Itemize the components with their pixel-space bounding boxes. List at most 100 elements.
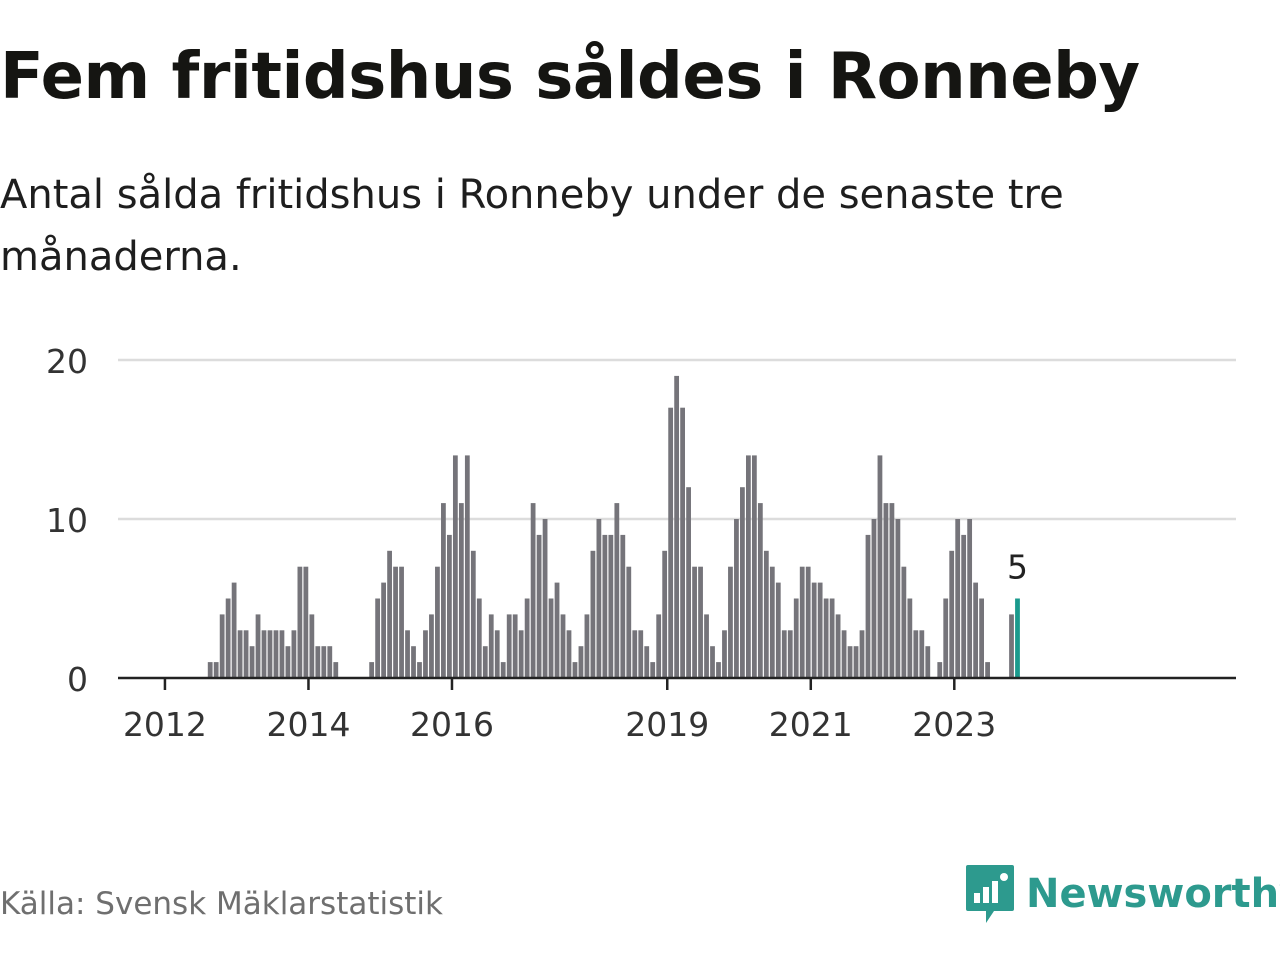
bar <box>225 598 231 678</box>
bar <box>219 614 225 678</box>
bar <box>823 598 829 678</box>
bar <box>261 630 267 678</box>
axes: 0 10 20 5 2012 2014 2016 2019 2021 2023 <box>46 342 1236 744</box>
bar <box>381 582 386 678</box>
bar <box>249 646 255 678</box>
bar <box>835 614 841 678</box>
bar <box>889 503 895 678</box>
bar <box>441 503 446 678</box>
bar <box>811 582 817 678</box>
bar <box>901 566 907 678</box>
bar <box>656 614 662 678</box>
bar <box>333 662 339 678</box>
bar <box>231 582 237 678</box>
chart-title: Fem fritidshus såldes i Ronneby <box>0 40 1140 114</box>
bar <box>494 630 500 678</box>
bar <box>458 503 464 678</box>
bar <box>722 630 727 678</box>
bar <box>578 646 584 678</box>
bar <box>746 455 751 678</box>
bar <box>817 582 823 678</box>
bar <box>937 662 943 678</box>
bars <box>207 375 1020 678</box>
bar <box>620 534 626 678</box>
bar <box>985 662 990 678</box>
bar <box>524 598 530 678</box>
bar <box>632 630 638 678</box>
bar <box>452 455 458 678</box>
bar <box>321 646 327 678</box>
bar-chart: 0 10 20 5 2012 2014 2016 2019 2021 2023 <box>46 342 1236 744</box>
source-note: Källa: Svensk Mäklarstatistik <box>0 886 443 922</box>
bar <box>769 566 775 678</box>
bar <box>309 614 315 678</box>
bar <box>847 646 853 678</box>
bar <box>447 534 452 678</box>
bar <box>913 630 919 678</box>
bar <box>698 566 703 678</box>
bar <box>387 550 392 678</box>
bar <box>548 598 554 678</box>
bar <box>680 407 685 678</box>
bar <box>895 519 901 678</box>
chart-subtitle: Antal sålda fritidshus i Ronneby under d… <box>0 172 1064 280</box>
bar <box>393 566 398 678</box>
bar <box>740 487 745 678</box>
bar <box>602 534 608 678</box>
bar <box>734 519 739 678</box>
bar <box>686 487 691 678</box>
bar <box>572 662 578 678</box>
bar <box>273 630 279 678</box>
bar <box>536 534 542 678</box>
bar <box>429 614 434 678</box>
bar <box>829 598 835 678</box>
bar <box>710 646 715 678</box>
bar <box>207 662 213 678</box>
bar <box>763 550 769 678</box>
bar <box>775 582 781 678</box>
x-tick-label: 2021 <box>769 705 853 744</box>
bar <box>423 630 428 678</box>
bar <box>757 503 763 678</box>
bar <box>853 646 859 678</box>
bar <box>865 534 871 678</box>
bar <box>291 630 297 678</box>
y-tick-label: 20 <box>46 342 88 381</box>
bar <box>662 550 668 678</box>
bar <box>871 519 877 678</box>
bar <box>518 630 524 678</box>
bar <box>470 550 476 678</box>
bar <box>793 598 799 678</box>
bar <box>1009 614 1014 678</box>
bar <box>692 566 697 678</box>
bar <box>482 646 488 678</box>
newsworthy-logo-icon <box>966 865 1014 923</box>
bar <box>787 630 793 678</box>
bar <box>608 534 614 678</box>
bar <box>841 630 847 678</box>
bar <box>925 646 931 678</box>
bar <box>542 519 548 678</box>
x-tick-label: 2014 <box>266 705 350 744</box>
bar <box>650 662 656 678</box>
bar <box>267 630 273 678</box>
bar <box>877 455 883 678</box>
bar <box>554 582 560 678</box>
bar <box>751 455 757 678</box>
bar-highlight <box>1015 598 1020 678</box>
bar <box>799 566 805 678</box>
bar <box>512 614 518 678</box>
bar <box>303 566 309 678</box>
bar <box>255 614 261 678</box>
bar <box>213 662 219 678</box>
bar <box>949 550 955 678</box>
bar <box>243 630 249 678</box>
bar <box>560 614 566 678</box>
bar <box>626 566 632 678</box>
bar <box>237 630 243 678</box>
bar <box>919 630 925 678</box>
bar <box>979 598 984 678</box>
bar <box>566 630 572 678</box>
bar <box>644 646 650 678</box>
bar <box>584 614 590 678</box>
